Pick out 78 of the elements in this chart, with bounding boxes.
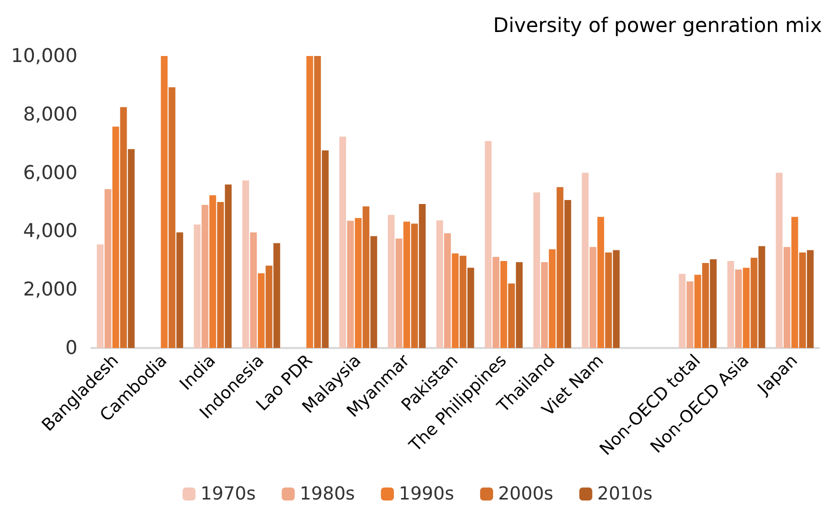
y-tick-label: 8,000 — [23, 103, 78, 126]
bar — [339, 136, 346, 348]
bar — [742, 268, 750, 348]
bar — [96, 244, 104, 348]
bar — [104, 189, 112, 348]
bar — [702, 263, 709, 348]
bar — [582, 172, 589, 348]
bar — [273, 243, 280, 348]
bar — [516, 262, 523, 348]
bar — [370, 236, 378, 348]
bar — [217, 202, 224, 348]
bar — [694, 274, 702, 348]
bar — [176, 232, 184, 348]
bar — [354, 218, 362, 348]
bar — [120, 107, 127, 348]
bar — [314, 56, 321, 348]
bar — [403, 222, 410, 348]
bar — [727, 260, 734, 348]
bar — [799, 252, 806, 348]
bar — [168, 87, 176, 348]
bar — [347, 220, 354, 348]
y-tick-label: 10,000 — [10, 45, 78, 67]
bar — [411, 224, 418, 348]
bar — [444, 233, 451, 348]
bar — [735, 269, 742, 348]
legend-label: 1980s — [300, 484, 355, 504]
bar — [484, 140, 492, 348]
bar — [590, 246, 596, 348]
bar — [388, 214, 395, 348]
bar — [806, 250, 814, 348]
bar — [322, 150, 329, 348]
bar — [460, 256, 466, 348]
bar — [209, 195, 216, 348]
bar — [564, 200, 572, 348]
legend-label: 1970s — [200, 484, 256, 504]
bar — [160, 56, 168, 348]
bar — [686, 281, 694, 348]
y-tick-label: 2,000 — [23, 278, 78, 301]
bar — [556, 187, 564, 348]
y-tick-label: 0 — [65, 337, 78, 359]
bar — [306, 56, 314, 348]
bar — [500, 260, 508, 348]
bar — [750, 258, 758, 348]
bar — [710, 259, 717, 348]
bar — [436, 220, 444, 348]
legend-label: 1990s — [398, 484, 454, 504]
y-tick-label: 4,000 — [23, 220, 78, 242]
bar — [418, 204, 426, 348]
bar — [533, 192, 540, 348]
bar — [791, 216, 798, 348]
bar — [266, 266, 272, 348]
bar — [224, 184, 232, 348]
bar — [541, 262, 548, 348]
bar — [605, 252, 612, 348]
bar — [242, 180, 250, 348]
bar — [396, 238, 402, 348]
bar — [784, 246, 790, 348]
bar — [258, 273, 265, 348]
bar — [597, 216, 604, 348]
bar — [128, 149, 135, 348]
bar — [508, 283, 515, 348]
bar — [548, 249, 556, 348]
bar — [250, 232, 257, 348]
bar — [612, 250, 620, 348]
bar — [452, 253, 459, 348]
bar — [112, 126, 120, 348]
bar — [776, 172, 783, 348]
bar — [492, 256, 500, 348]
bar — [202, 204, 208, 348]
chart-title: Diversity of power genration mix — [493, 13, 822, 37]
bar — [467, 268, 474, 348]
legend-label: 2010s — [597, 484, 652, 504]
bar — [758, 246, 766, 348]
y-tick-label: 6,000 — [23, 162, 78, 184]
legend-label: 2000s — [498, 484, 554, 504]
bar — [194, 224, 201, 348]
bar — [678, 274, 686, 348]
bar — [362, 206, 370, 348]
